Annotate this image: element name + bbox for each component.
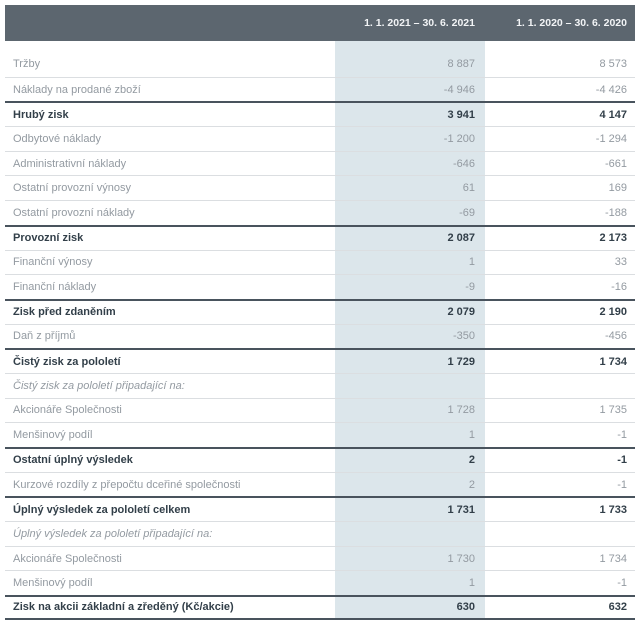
row-label: Ostatní provozní náklady xyxy=(13,206,135,219)
row-label: Náklady na prodané zboží xyxy=(13,83,141,96)
table-row: Náklady na prodané zboží -4 946 -4 426 xyxy=(5,76,635,102)
value-2021: 1 xyxy=(335,423,485,447)
value-2021: -646 xyxy=(335,151,485,176)
row-label: Kurzové rozdíly z přepočtu dceřiné spole… xyxy=(13,478,241,491)
row-label: Ostatní provozní výnosy xyxy=(13,182,131,195)
row-label: Menšinový podíl xyxy=(13,577,93,590)
value-2020: 1 733 xyxy=(599,503,627,516)
value-2021: 2 087 xyxy=(335,226,485,250)
value-2020: -1 294 xyxy=(595,132,627,145)
row-label: Finanční náklady xyxy=(13,281,97,294)
table-row: Provozní zisk 2 087 2 173 xyxy=(5,224,635,250)
value-2021: 1 xyxy=(335,571,485,596)
table-row: Zisk před zdaněním 2 079 2 190 xyxy=(5,298,635,324)
value-2020 xyxy=(485,522,635,546)
table-row: Ostatní provozní výnosy 61 169 xyxy=(5,175,635,201)
row-label: Hrubý zisk xyxy=(13,108,69,121)
value-2020: -4 426 xyxy=(595,83,627,96)
value-2021: 3 941 xyxy=(335,103,485,127)
table-row: Finanční náklady -9 -16 xyxy=(5,274,635,299)
value-2021 xyxy=(335,373,485,398)
row-label: Akcionáře Společnosti xyxy=(13,404,122,417)
value-2021: -350 xyxy=(335,324,485,349)
value-2021: -4 946 xyxy=(335,77,485,102)
table-row: Čistý zisk za pololetí 1 729 1 734 xyxy=(5,348,635,373)
table-body: Tržby 8 887 8 573 Náklady na prodané zboží -… xyxy=(5,52,635,620)
highlight-band xyxy=(335,41,485,52)
value-2021: 2 xyxy=(335,449,485,472)
row-label: Zisk před zdaněním xyxy=(13,306,116,319)
row-label: Tržby xyxy=(13,58,41,71)
value-2021: -69 xyxy=(335,201,485,225)
table-row: Menšinový podíl 1 -1 xyxy=(5,570,635,596)
value-2020: 33 xyxy=(614,256,627,269)
table-row: Úplný výsledek za pololetí připadající n… xyxy=(5,521,635,546)
table-row: Ostatní úplný výsledek 2 -1 xyxy=(5,447,635,472)
value-2020: -16 xyxy=(611,281,627,294)
value-2021: 8 887 xyxy=(335,52,485,77)
row-label: Odbytové náklady xyxy=(13,132,102,145)
table-header-row: 1. 1. 2021 – 30. 6. 2021 1. 1. 2020 – 30… xyxy=(5,5,635,41)
value-2020: 632 xyxy=(608,601,627,614)
value-2020: 8 573 xyxy=(599,58,627,71)
table-row: Tržby 8 887 8 573 xyxy=(5,52,635,77)
table-row: Zisk na akcii základní a zředěný (Kč/akc… xyxy=(5,595,635,620)
value-2020: -1 xyxy=(617,577,627,590)
column-header-period-2021: 1. 1. 2021 – 30. 6. 2021 xyxy=(364,17,475,29)
value-2021: 1 xyxy=(335,250,485,275)
value-2020: 4 147 xyxy=(599,108,627,121)
table-row: Administrativní náklady -646 -661 xyxy=(5,150,635,176)
value-2020: 1 734 xyxy=(599,552,627,565)
row-label: Daň z příjmů xyxy=(13,330,76,343)
row-label: Akcionáře Společnosti xyxy=(13,552,122,565)
value-2020: -1 xyxy=(617,429,627,442)
table-row: Akcionáře Společnosti 1 728 1 735 xyxy=(5,397,635,423)
value-2021: 1 729 xyxy=(335,350,485,373)
table-row: Úplný výsledek za pololetí celkem 1 731 1 … xyxy=(5,496,635,522)
row-label: Zisk na akcii základní a zředěný (Kč/akc… xyxy=(13,601,234,614)
table-row: Akcionáře Společnosti 1 730 1 734 xyxy=(5,545,635,571)
table-row: Ostatní provozní náklady -69 -188 xyxy=(5,200,635,225)
row-label: Čistý zisk za pololetí xyxy=(13,355,121,368)
table-row: Kurzové rozdíly z přepočtu dceřiné spole… xyxy=(5,471,635,497)
value-2020: -1 xyxy=(617,478,627,491)
value-2021: 61 xyxy=(335,176,485,201)
value-2020 xyxy=(485,374,635,398)
row-label: Provozní zisk xyxy=(13,232,84,245)
header-gap xyxy=(5,41,635,52)
value-2020: -456 xyxy=(604,330,627,343)
row-label: Menšinový podíl xyxy=(13,429,93,442)
value-2020: 2 190 xyxy=(599,306,627,319)
value-2021: -9 xyxy=(335,275,485,299)
value-2020: 169 xyxy=(608,182,627,195)
row-label: Ostatní úplný výsledek xyxy=(13,454,133,467)
value-2020: 1 734 xyxy=(599,355,627,368)
table-row: Čistý zisk za pololetí připadající na: xyxy=(5,372,635,398)
column-header-period-2020: 1. 1. 2020 – 30. 6. 2020 xyxy=(516,17,627,29)
row-label: Úplný výsledek za pololetí celkem xyxy=(13,503,191,516)
value-2021: 1 731 xyxy=(335,498,485,522)
row-label: Úplný výsledek za pololetí připadající n… xyxy=(13,527,213,540)
row-label: Čistý zisk za pololetí připadající na: xyxy=(13,379,185,392)
value-2021 xyxy=(335,522,485,546)
table-row: Finanční výnosy 1 33 xyxy=(5,249,635,275)
value-2021: 1 730 xyxy=(335,546,485,571)
value-2020: 2 173 xyxy=(599,232,627,245)
value-2021: 2 xyxy=(335,472,485,497)
table-row: Menšinový podíl 1 -1 xyxy=(5,422,635,447)
table-row: Hrubý zisk 3 941 4 147 xyxy=(5,101,635,127)
value-2020: -661 xyxy=(604,157,627,170)
value-2021: 1 728 xyxy=(335,398,485,423)
table-row: Odbytové náklady -1 200 -1 294 xyxy=(5,126,635,151)
value-2020: -1 xyxy=(617,454,627,467)
row-label: Administrativní náklady xyxy=(13,157,127,170)
value-2020: 1 735 xyxy=(599,404,627,417)
value-2021: 630 xyxy=(335,597,485,618)
row-label: Finanční výnosy xyxy=(13,256,93,269)
value-2021: -1 200 xyxy=(335,127,485,151)
value-2021: 2 079 xyxy=(335,300,485,324)
table-row: Daň z příjmů -350 -456 xyxy=(5,323,635,349)
value-2020: -188 xyxy=(604,206,627,219)
